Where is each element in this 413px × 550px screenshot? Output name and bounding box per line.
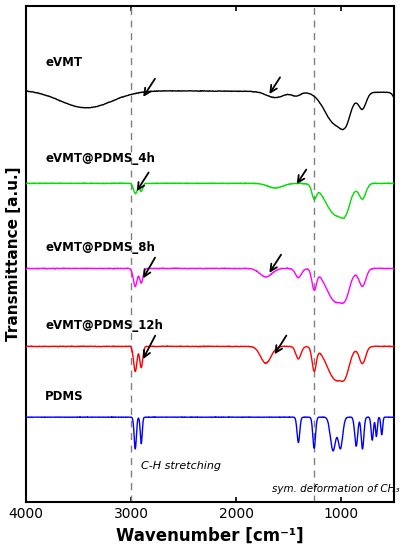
Text: sym. deformation of CH₃: sym. deformation of CH₃ xyxy=(273,485,400,494)
Text: C-H stretching: C-H stretching xyxy=(140,461,221,471)
Text: eVMT@PDMS_4h: eVMT@PDMS_4h xyxy=(45,152,155,165)
Text: PDMS: PDMS xyxy=(45,390,84,403)
Text: eVMT@PDMS_8h: eVMT@PDMS_8h xyxy=(45,241,155,254)
Y-axis label: Transmittance [a.u.]: Transmittance [a.u.] xyxy=(5,167,21,341)
X-axis label: Wavenumber [cm⁻¹]: Wavenumber [cm⁻¹] xyxy=(116,526,304,544)
Text: eVMT: eVMT xyxy=(45,57,82,69)
Text: eVMT@PDMS_12h: eVMT@PDMS_12h xyxy=(45,319,163,332)
